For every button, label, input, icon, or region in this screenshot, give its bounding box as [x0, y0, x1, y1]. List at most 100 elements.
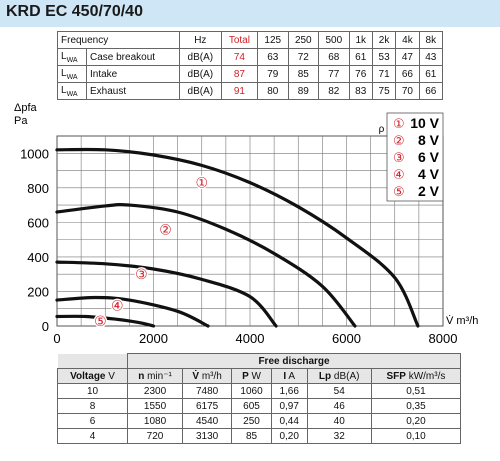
discharge-cell: 0,10 [370, 428, 462, 444]
discharge-header-name: Lp [318, 370, 332, 382]
discharge-header-unit: m³/h [199, 370, 222, 382]
legend-label: 8 V [418, 132, 440, 148]
legend-marker: ② [393, 134, 405, 149]
sound-row-value: 63 [257, 48, 289, 66]
discharge-cell: 720 [127, 428, 183, 444]
sound-row-symbol: LWA [57, 65, 87, 83]
sound-header-8k: 8k [418, 31, 444, 49]
sound-header-hz: Hz [178, 31, 222, 49]
y-tick-label: 0 [42, 319, 49, 334]
sound-row-value: 53 [371, 48, 397, 66]
sound-table: Frequency Hz Total 125 250 500 1k 2k 4k … [57, 31, 444, 100]
x-tick-label: 8000 [429, 331, 458, 346]
discharge-cell: 4540 [181, 413, 233, 429]
sound-row-value: 75 [371, 82, 397, 100]
discharge-cell: 0,20 [270, 428, 308, 444]
discharge-header-cell: SFP kW/m³/s [370, 368, 462, 384]
fan-curve-3 [55, 260, 278, 328]
discharge-cell: 0,35 [370, 398, 462, 414]
sound-header-125: 125 [257, 31, 289, 49]
discharge-cell: 1,66 [270, 383, 308, 399]
sound-row-symbol: LWA [57, 48, 87, 66]
sound-row-value: 76 [348, 65, 373, 83]
discharge-header-cell: Lp dB(A) [306, 368, 372, 384]
y-tick-label: 1000 [20, 146, 49, 161]
legend-marker: ③ [393, 151, 405, 166]
sound-table-header: Frequency Hz Total 125 250 500 1k 2k 4k … [57, 31, 444, 49]
fan-curve-4 [55, 295, 210, 328]
sound-row-value: 47 [395, 48, 420, 66]
sound-header-4k: 4k [395, 31, 420, 49]
discharge-header-name: n [138, 370, 145, 382]
discharge-header-unit: min⁻¹ [144, 370, 172, 382]
legend-marker: ④ [393, 168, 405, 183]
sound-row: LWA Intake dB(A) 87 79 85 77 76 71 66 61 [57, 65, 444, 83]
sound-row-label: Case breakout [86, 48, 180, 66]
discharge-header-cell: I A [270, 368, 308, 384]
x-tick-label: 6000 [332, 331, 361, 346]
sound-header-frequency: Frequency [57, 31, 180, 49]
discharge-row: 8 1550 6175 605 0,97 46 0,35 [56, 398, 462, 414]
sound-row-value: 66 [418, 82, 444, 100]
sound-row: LWA Exhaust dB(A) 91 80 89 82 83 75 70 66 [57, 82, 444, 100]
x-tick-label: 0 [53, 331, 60, 346]
sound-row-value: 72 [287, 48, 320, 66]
discharge-row: 6 1080 4540 250 0,44 40 0,20 [56, 413, 462, 429]
discharge-cell: 10 [56, 383, 129, 399]
sound-row-label: Exhaust [86, 82, 180, 100]
legend-label: 6 V [418, 149, 440, 165]
discharge-header-cell: Voltage V [56, 368, 129, 384]
discharge-cell: 1550 [127, 398, 183, 414]
discharge-group-row: Free discharge [57, 353, 461, 369]
sound-row-symbol: LWA [57, 82, 87, 100]
y-tick-label: 200 [27, 284, 49, 299]
discharge-cell: 3130 [181, 428, 233, 444]
legend-label: 4 V [418, 166, 440, 182]
lwa-symbol: L [61, 50, 67, 62]
discharge-header-name: P [242, 370, 249, 382]
discharge-header-name: V̇ [192, 370, 200, 382]
discharge-cell: 6 [56, 413, 129, 429]
sound-row-value: 68 [318, 48, 350, 66]
y-axis-label: Δpfa [14, 102, 38, 114]
title-bar: KRD EC 450/70/40 [0, 0, 500, 27]
y-tick-label: 400 [27, 250, 49, 265]
curve-marker: ④ [111, 298, 124, 314]
lwa-subscript: WA [66, 56, 78, 64]
discharge-cell: 32 [306, 428, 372, 444]
sound-row-unit: dB(A) [178, 48, 222, 66]
sound-row-value: 61 [418, 65, 444, 83]
discharge-cell: 250 [231, 413, 272, 429]
sound-row-value: 71 [371, 65, 397, 83]
discharge-cell: 2300 [127, 383, 183, 399]
fan-curve-chart: 0 2000 4000 6000 8000 0 200 400 600 800 1000 ΔpfaPa… [14, 102, 478, 346]
fan-curve-2 [55, 203, 357, 328]
discharge-header-cell: V̇ m³/h [181, 368, 233, 384]
discharge-cell: 605 [231, 398, 272, 414]
discharge-header-name: SFP [386, 370, 406, 382]
legend-marker: ① [393, 117, 405, 132]
discharge-cell: 46 [306, 398, 372, 414]
discharge-group-header: Free discharge [127, 353, 461, 369]
sound-row-unit: dB(A) [178, 82, 222, 100]
sound-row-value: 43 [418, 48, 444, 66]
legend-marker: ⑤ [393, 185, 405, 200]
discharge-header-unit: V [105, 370, 115, 382]
sound-header-1k: 1k [348, 31, 373, 49]
lwa-subscript: WA [66, 90, 78, 98]
sound-row-value: 83 [348, 82, 373, 100]
lwa-symbol: L [61, 67, 67, 79]
fan-curve-5 [55, 314, 156, 328]
curve-marker: ① [195, 176, 208, 192]
lwa-symbol: L [61, 84, 67, 96]
discharge-cell: 1060 [231, 383, 272, 399]
discharge-cell: 85 [231, 428, 272, 444]
fan-curve-1 [55, 147, 420, 328]
sound-row-value: 85 [287, 65, 320, 83]
discharge-cell: 1080 [127, 413, 183, 429]
discharge-cell: 6175 [181, 398, 233, 414]
discharge-cell: 0,44 [270, 413, 308, 429]
sound-row: LWA Case breakout dB(A) 74 63 72 68 61 53 47 43 [57, 48, 444, 66]
